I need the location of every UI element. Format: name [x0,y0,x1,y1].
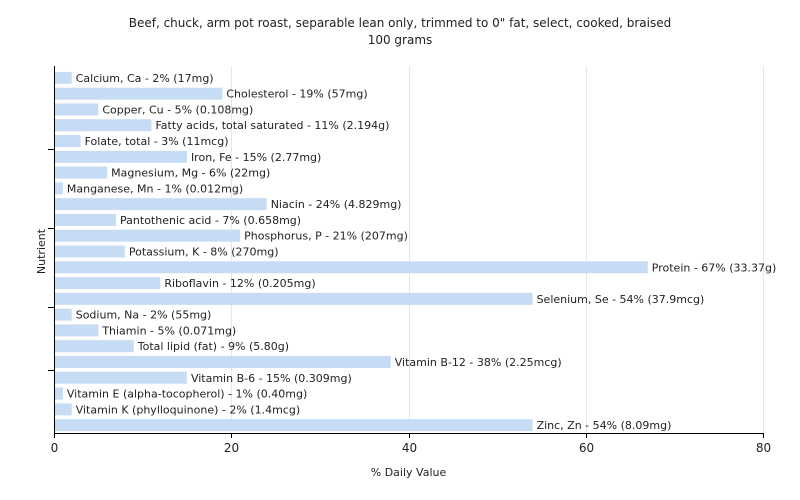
bar [55,324,99,337]
bar [55,277,161,290]
data-label: Calcium, Ca - 2% (17mg) [76,72,214,85]
bar [55,71,72,84]
bar [55,198,267,211]
bar [55,292,533,305]
bar [55,245,125,258]
data-label: Protein - 67% (33.37g) [652,261,777,274]
data-label: Potassium, K - 8% (270mg) [129,246,279,259]
x-tick-label: 0 [51,441,59,455]
x-axis-title: % Daily Value [371,466,447,479]
bar [55,340,134,353]
data-label: Zinc, Zn - 54% (8.09mg) [537,419,672,432]
data-label: Fatty acids, total saturated - 11% (2.19… [155,119,389,132]
x-tick-label: 60 [579,441,594,455]
bar [55,103,99,116]
data-label: Vitamin B-6 - 15% (0.309mg) [191,372,352,385]
data-label: Phosphorus, P - 21% (207mg) [244,230,408,243]
bar [55,403,72,416]
data-label: Vitamin E (alpha-tocopherol) - 1% (0.40m… [67,388,307,401]
data-label: Cholesterol - 19% (57mg) [226,88,367,101]
data-label: Folate, total - 3% (11mcg) [85,135,229,148]
chart-title: Beef, chuck, arm pot roast, separable le… [128,16,672,30]
bar [55,119,152,132]
data-label: Manganese, Mn - 1% (0.012mg) [67,182,243,195]
data-label: Sodium, Na - 2% (55mg) [76,309,212,322]
bar [55,213,117,226]
bar [55,87,223,100]
x-tick-label: 80 [756,441,771,455]
bar [55,135,81,148]
bar [55,355,391,368]
data-label: Total lipid (fat) - 9% (5.80g) [137,340,289,353]
bar [55,419,533,432]
x-tick-label: 20 [224,441,239,455]
bar [55,261,648,274]
bar [55,166,108,179]
bar [55,308,72,321]
y-axis-title: Nutrient [35,228,48,274]
data-label: Selenium, Se - 54% (37.9mcg) [537,293,705,306]
data-label: Vitamin K (phylloquinone) - 2% (1.4mcg) [76,403,300,416]
data-label: Copper, Cu - 5% (0.108mg) [102,103,253,116]
data-label: Pantothenic acid - 7% (0.658mg) [120,214,301,227]
chart-subtitle: 100 grams [367,33,433,47]
data-label: Thiamin - 5% (0.071mg) [101,324,236,337]
bar [55,387,63,400]
bar [55,371,187,384]
data-label: Riboflavin - 12% (0.205mg) [164,277,315,290]
data-label: Niacin - 24% (4.829mg) [271,198,402,211]
bar [55,150,187,163]
data-label: Magnesium, Mg - 6% (22mg) [111,167,270,180]
bar [55,229,241,242]
data-label: Iron, Fe - 15% (2.77mg) [191,151,321,164]
bar [55,182,63,195]
data-label: Vitamin B-12 - 38% (2.25mcg) [395,356,562,369]
x-tick-label: 40 [402,441,417,455]
